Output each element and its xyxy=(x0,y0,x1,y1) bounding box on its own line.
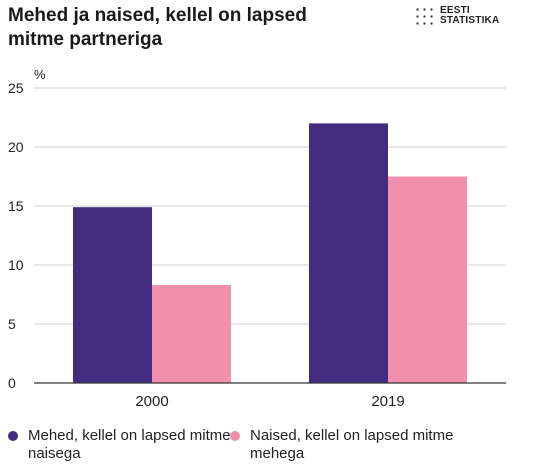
eesti-statistika-logo: EESTI STATISTIKA xyxy=(414,6,524,28)
legend-swatch-series-2 xyxy=(230,431,240,441)
logo-line-2: STATISTIKA xyxy=(440,15,500,26)
bars xyxy=(73,123,467,384)
legend-label-series-1: Mehed, kellel on lapsed mitme naisega xyxy=(28,427,231,462)
legend-swatch-series-1 xyxy=(8,431,18,441)
y-tick-label: 25 xyxy=(8,80,24,96)
logo-dots-icon xyxy=(414,6,436,26)
y-axis-unit-label: % xyxy=(34,67,46,82)
bar-2000-series-1 xyxy=(73,207,152,383)
y-tick-label: 5 xyxy=(8,316,16,332)
bar-2019-series-1 xyxy=(309,123,388,384)
y-tick-label: 0 xyxy=(8,375,16,391)
x-tick-label: 2000 xyxy=(135,393,168,410)
chart-title: Mehed ja naised, kellel on lapsed mitme … xyxy=(8,5,307,50)
y-tick-label: 10 xyxy=(8,257,24,273)
y-tick-label: 15 xyxy=(8,198,24,214)
bar-2000-series-2 xyxy=(152,285,231,383)
x-axis-ticks: 2000 2019 xyxy=(135,393,404,410)
legend-label-series-2: Naised, kellel on lapsed mitme mehega xyxy=(250,427,454,462)
logo-line-1: EESTI xyxy=(440,5,470,16)
bar-2019-series-2 xyxy=(388,176,467,383)
y-tick-label: 20 xyxy=(8,139,24,155)
bar-chart: 0 5 10 15 20 25 % 2000 2019 xyxy=(8,67,506,410)
y-axis-ticks: 0 5 10 15 20 25 xyxy=(8,80,24,391)
x-tick-label: 2019 xyxy=(371,393,404,410)
